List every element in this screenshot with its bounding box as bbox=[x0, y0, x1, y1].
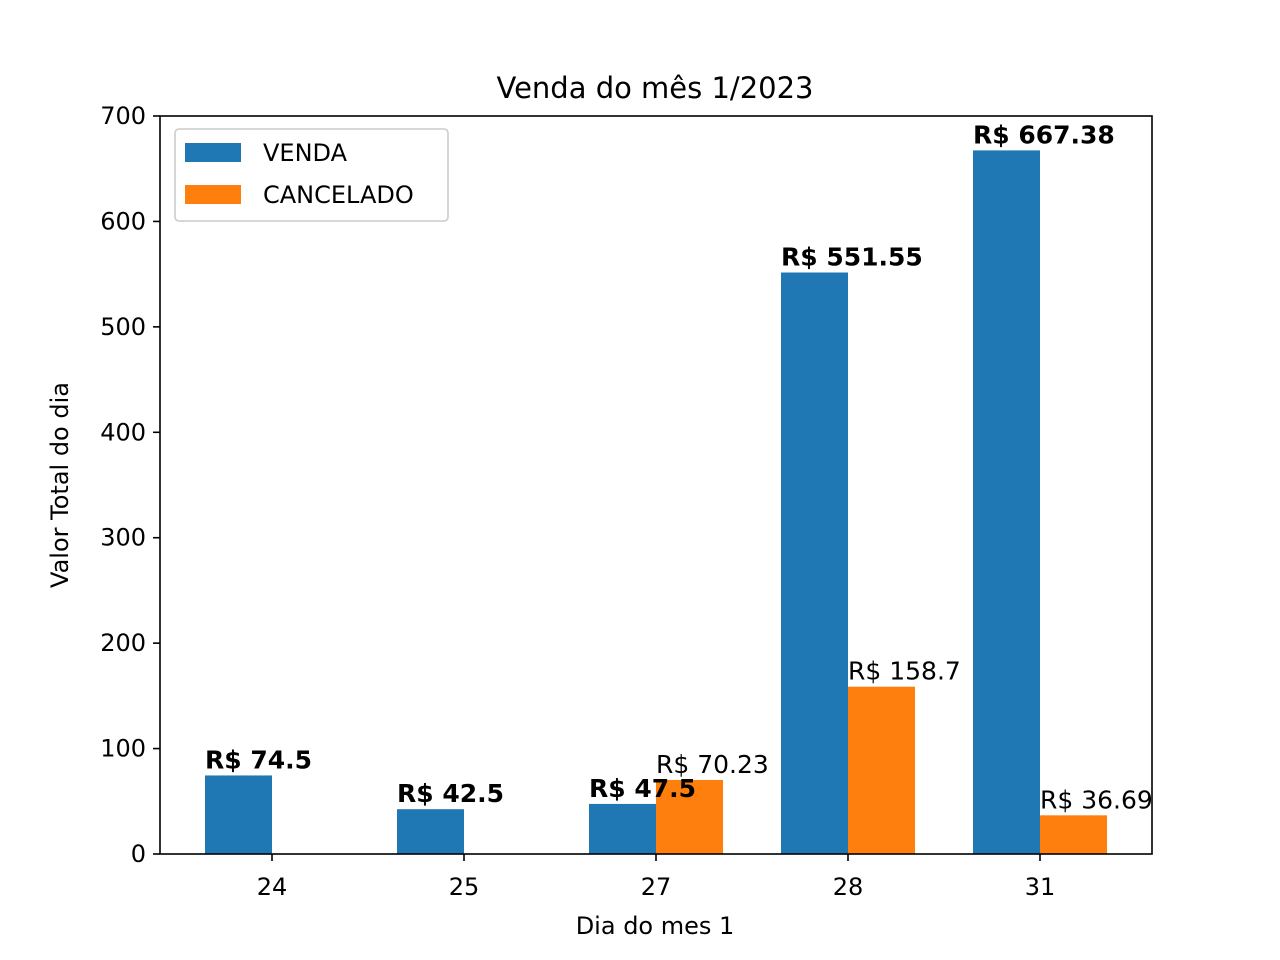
x-tick-label: 31 bbox=[1025, 873, 1056, 901]
y-tick-label: 100 bbox=[100, 735, 146, 763]
bars-group bbox=[205, 150, 1107, 854]
y-axis: 0 100 200 300 400 500 600 700 bbox=[100, 102, 160, 868]
x-tick-label: 28 bbox=[833, 873, 864, 901]
bar-label-venda: R$ 47.5 bbox=[589, 774, 696, 803]
bar-label-venda: R$ 74.5 bbox=[205, 745, 312, 774]
y-tick-label: 200 bbox=[100, 629, 146, 657]
bar-venda bbox=[973, 150, 1040, 854]
bar-venda bbox=[397, 809, 464, 854]
y-tick-label: 400 bbox=[100, 418, 146, 446]
y-axis-label: Valor Total do dia bbox=[46, 382, 74, 588]
bar-label-venda: R$ 667.38 bbox=[973, 120, 1115, 149]
x-axis: 24 25 27 28 31 bbox=[257, 854, 1056, 901]
bar-label-venda: R$ 42.5 bbox=[397, 779, 504, 808]
bar-venda bbox=[781, 272, 848, 854]
legend-swatch-cancelado bbox=[185, 185, 241, 204]
y-tick-label: 600 bbox=[100, 207, 146, 235]
y-tick-label: 0 bbox=[131, 840, 146, 868]
chart-title: Venda do mês 1/2023 bbox=[496, 71, 813, 105]
bar-cancelado bbox=[1040, 815, 1107, 854]
legend: VENDA CANCELADO bbox=[174, 128, 449, 222]
bar-labels-group: R$ 74.5 R$ 42.5 R$ 47.5 R$ 551.55 R$ 667.38 R… bbox=[205, 120, 1153, 814]
legend-box bbox=[174, 128, 449, 222]
bar-venda bbox=[205, 775, 272, 854]
bar-label-cancelado: R$ 70.23 bbox=[656, 750, 769, 779]
bar-label-venda: R$ 551.55 bbox=[781, 243, 923, 272]
bar-cancelado bbox=[656, 779, 723, 854]
y-tick-label: 300 bbox=[100, 524, 146, 552]
legend-label-venda: VENDA bbox=[263, 139, 348, 167]
bar-cancelado bbox=[848, 686, 915, 854]
bar-venda bbox=[589, 803, 656, 854]
y-tick-label: 700 bbox=[100, 102, 146, 130]
x-axis-label: Dia do mes 1 bbox=[576, 912, 735, 940]
legend-swatch-venda bbox=[185, 143, 241, 162]
bar-label-cancelado: R$ 158.7 bbox=[848, 657, 961, 686]
x-tick-label: 27 bbox=[641, 873, 672, 901]
legend-label-cancelado: CANCELADO bbox=[263, 181, 414, 209]
x-tick-label: 24 bbox=[257, 873, 288, 901]
x-tick-label: 25 bbox=[449, 873, 480, 901]
bar-label-cancelado: R$ 36.69 bbox=[1040, 785, 1153, 814]
y-tick-label: 500 bbox=[100, 313, 146, 341]
